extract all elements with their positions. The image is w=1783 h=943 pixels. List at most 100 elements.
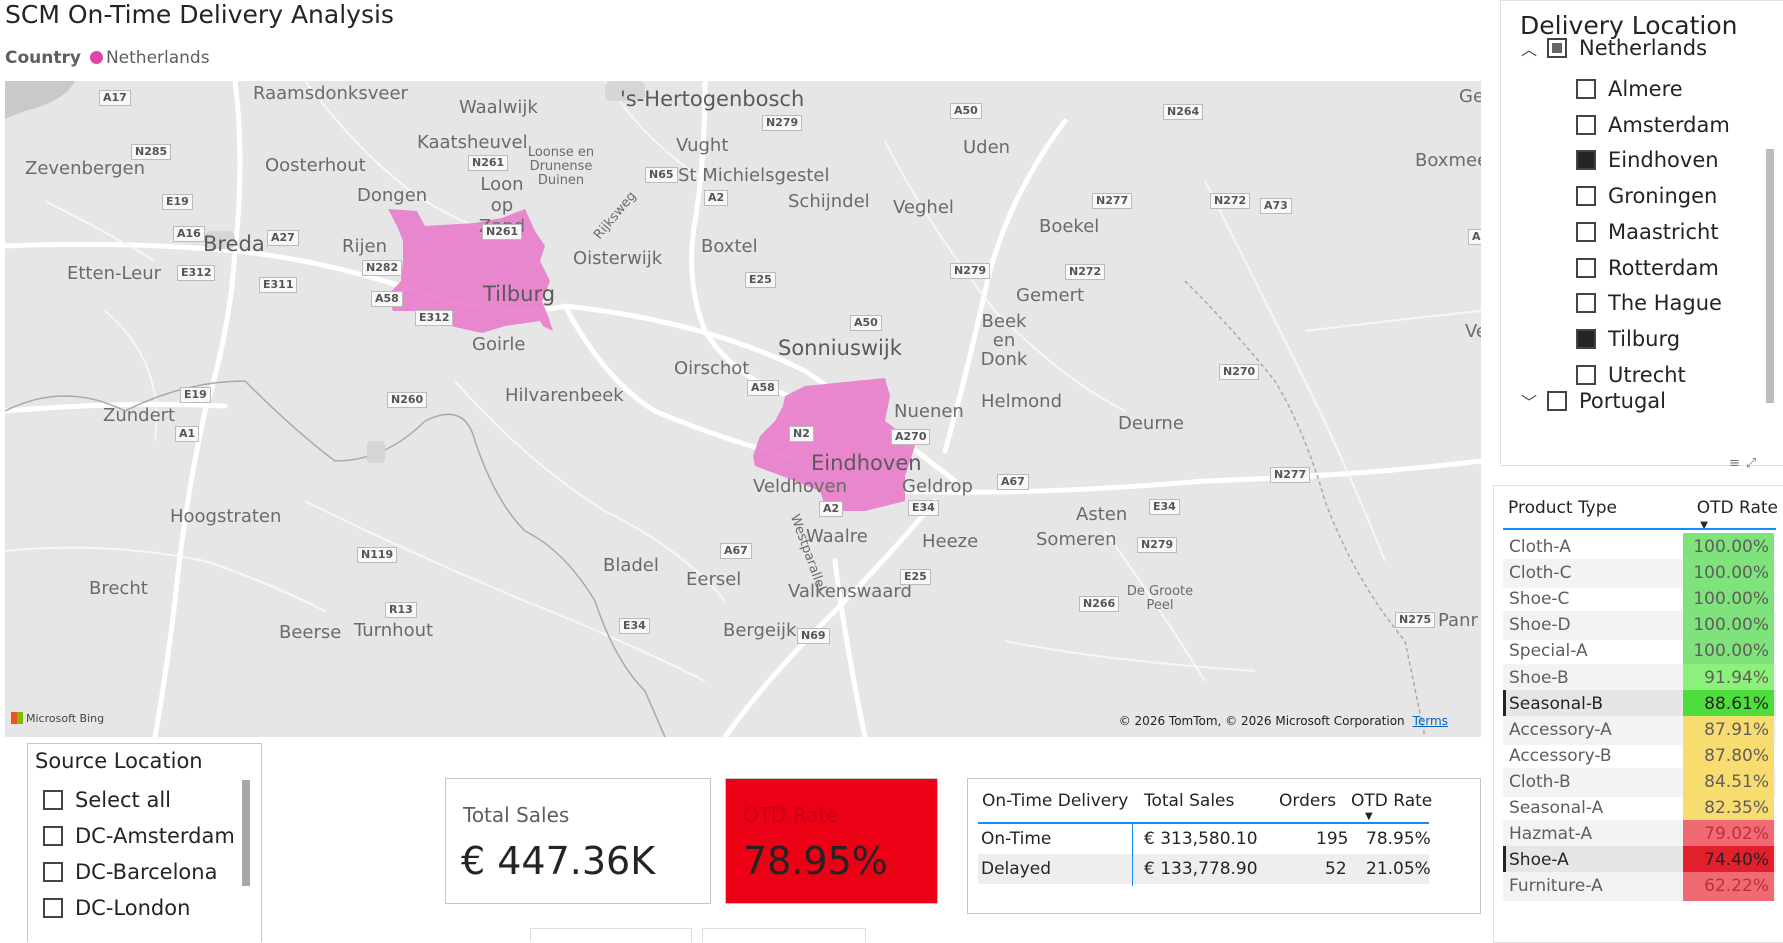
slicer-item-utrecht[interactable]: Utrecht xyxy=(1576,363,1686,387)
slicer-scrollbar[interactable] xyxy=(1766,149,1774,403)
checkbox[interactable] xyxy=(1576,293,1596,314)
column-header[interactable]: Orders xyxy=(1279,791,1337,811)
table-row[interactable]: Cloth-A 100.00% xyxy=(1503,533,1776,562)
column-header[interactable]: OTD Rate xyxy=(1351,791,1433,811)
cell-otd-rate: 100.00% xyxy=(1683,611,1774,641)
road-shield: A67 xyxy=(997,474,1029,490)
cell-otd-rate: 87.91% xyxy=(1683,715,1774,745)
slicer-country-portugal[interactable]: ﹀ Portugal xyxy=(1521,389,1666,413)
slicer-item-dc-barcelona[interactable]: DC-Barcelona xyxy=(43,860,217,884)
road-shield: N261 xyxy=(468,155,509,171)
road-shield: N264 xyxy=(1163,104,1204,120)
slicer-item-groningen[interactable]: Groningen xyxy=(1576,184,1717,208)
bing-label: Microsoft Bing xyxy=(26,712,105,725)
slicer-item-select-all[interactable]: Select all xyxy=(43,788,171,812)
table-row[interactable]: Accessory-B 87.80% xyxy=(1503,741,1776,771)
chevron-up-icon[interactable]: ︿ xyxy=(1521,40,1538,59)
map-visual[interactable]: 's-Hertogenbosch Raamsdonksveer Waalwijk… xyxy=(5,81,1481,737)
checkbox[interactable] xyxy=(1576,257,1596,278)
road-shield: E312 xyxy=(177,265,216,281)
table-row[interactable]: On-Time € 313,580.10 195 78.95% xyxy=(978,824,1431,854)
table-row[interactable]: Delayed € 133,778.90 52 21.05% xyxy=(978,854,1431,884)
table-row[interactable]: Special-A 100.00% xyxy=(1503,637,1776,667)
checkbox[interactable] xyxy=(1576,186,1596,207)
chevron-down-icon[interactable]: ﹀ xyxy=(1521,393,1538,412)
map-city-label: Valkenswaard xyxy=(788,581,912,602)
cell-product-type: Cloth-A xyxy=(1509,537,1571,557)
checkbox[interactable] xyxy=(1576,221,1596,242)
road-shield: A50 xyxy=(850,315,882,331)
checkbox[interactable] xyxy=(43,898,63,918)
copyright-text: © 2026 TomTom, © 2026 Microsoft Corporat… xyxy=(1118,714,1405,728)
slicer-item-the-hague[interactable]: The Hague xyxy=(1576,291,1722,315)
checkbox[interactable] xyxy=(1576,114,1596,135)
map-city-label: Deurne xyxy=(1118,413,1184,434)
column-header[interactable]: Total Sales xyxy=(1144,791,1235,811)
checkbox-partial[interactable] xyxy=(1547,38,1567,58)
slicer-title: Source Location xyxy=(35,749,203,773)
terms-link[interactable]: Terms xyxy=(1412,714,1448,728)
cell-otd-rate: 100.00% xyxy=(1683,559,1774,589)
table-row[interactable]: Seasonal-B 88.61% xyxy=(1503,689,1776,719)
slicer-country-netherlands[interactable]: ︿ Netherlands xyxy=(1521,36,1707,60)
road-shield: E25 xyxy=(745,272,776,288)
slicer-item-label: Netherlands xyxy=(1579,36,1708,60)
otd-rate-card[interactable]: OTD Rate 78.95% xyxy=(725,778,938,904)
column-header-product-type[interactable]: Product Type xyxy=(1508,498,1617,518)
map-city-label: Veghel xyxy=(893,197,954,218)
table-row[interactable]: Seasonal-A 82.35% xyxy=(1503,794,1776,823)
map-city-label: Ven xyxy=(1465,321,1481,342)
cell-orders: 52 xyxy=(1325,859,1347,879)
table-row[interactable]: Furniture-A 62.22% xyxy=(1503,872,1776,902)
filter-icon[interactable]: ≡ xyxy=(1729,456,1746,471)
table-row[interactable]: Accessory-A 87.91% xyxy=(1503,715,1776,745)
slicer-item-dc-london[interactable]: DC-London xyxy=(43,896,190,920)
table-row[interactable]: Cloth-B 84.51% xyxy=(1503,767,1776,797)
header-divider xyxy=(978,822,1429,824)
slicer-item-tilburg[interactable]: Tilburg xyxy=(1576,327,1680,351)
cell-otd-rate: 88.61% xyxy=(1683,689,1774,719)
road-shield: N277 xyxy=(1092,193,1133,209)
slicer-item-almere[interactable]: Almere xyxy=(1576,77,1683,101)
road-shield: A2 xyxy=(819,501,844,517)
slicer-scrollbar[interactable] xyxy=(242,780,250,886)
cell-product-type: Special-A xyxy=(1509,641,1588,662)
checkbox[interactable] xyxy=(43,790,63,810)
column-header-otd-rate[interactable]: OTD Rate xyxy=(1696,498,1778,518)
map-city-label: Gen xyxy=(1459,86,1481,107)
slicer-item-label: Tilburg xyxy=(1608,326,1681,351)
legend-value[interactable]: Netherlands xyxy=(105,48,210,68)
checkbox[interactable] xyxy=(1576,150,1596,171)
slicer-item-eindhoven[interactable]: Eindhoven xyxy=(1576,148,1719,172)
slicer-item-rotterdam[interactable]: Rotterdam xyxy=(1576,256,1719,280)
checkbox[interactable] xyxy=(1576,79,1596,99)
card-label: Total Sales xyxy=(463,803,570,827)
table-row[interactable]: Shoe-D 100.00% xyxy=(1503,611,1776,641)
map-city-label: Eindhoven xyxy=(811,451,922,475)
card-value: 78.95% xyxy=(743,839,888,883)
checkbox[interactable] xyxy=(43,826,63,846)
slicer-item-maastricht[interactable]: Maastricht xyxy=(1576,220,1719,244)
map-city-label: Oirschot xyxy=(674,358,750,379)
cell-otd-rate: 79.02% xyxy=(1683,820,1774,850)
cell-status: On-Time xyxy=(981,829,1052,849)
table-row[interactable]: Shoe-A 74.40% xyxy=(1503,846,1776,876)
cell-product-type: Cloth-C xyxy=(1509,563,1572,584)
table-row[interactable]: Cloth-C 100.00% xyxy=(1503,559,1776,589)
slicer-item-dc-amsterdam[interactable]: DC-Amsterdam xyxy=(43,824,235,848)
cell-product-type: Seasonal-A xyxy=(1509,798,1604,818)
map-city-label: Nuenen xyxy=(894,401,964,422)
table-row[interactable]: Hazmat-A 79.02% xyxy=(1503,820,1776,850)
checkbox[interactable] xyxy=(43,862,63,882)
road-shield: A xyxy=(1468,229,1481,245)
total-sales-card[interactable]: Total Sales € 447.36K xyxy=(445,778,711,904)
slicer-item-amsterdam[interactable]: Amsterdam xyxy=(1576,113,1730,137)
checkbox[interactable] xyxy=(1576,364,1596,385)
slicer-item-label: DC-Amsterdam xyxy=(75,824,235,848)
checkbox[interactable] xyxy=(1576,328,1596,349)
table-row[interactable]: Shoe-C 100.00% xyxy=(1503,585,1776,615)
focus-mode-icon[interactable]: ⤢ xyxy=(1745,456,1763,471)
checkbox[interactable] xyxy=(1547,391,1567,411)
column-header[interactable]: On-Time Delivery xyxy=(982,791,1129,811)
table-row[interactable]: Shoe-B 91.94% xyxy=(1503,663,1776,693)
